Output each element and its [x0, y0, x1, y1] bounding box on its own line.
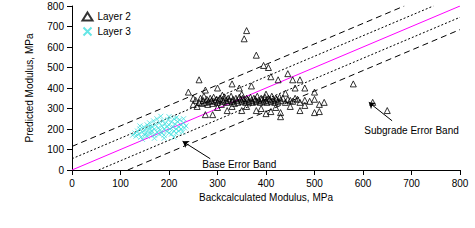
svg-text:700: 700 [403, 178, 420, 189]
svg-text:200: 200 [161, 178, 178, 189]
svg-text:300: 300 [209, 178, 226, 189]
svg-text:Base Error Band: Base Error Band [202, 159, 276, 170]
svg-text:Layer 3: Layer 3 [98, 26, 132, 37]
svg-text:800: 800 [47, 1, 64, 12]
svg-text:Layer 2: Layer 2 [98, 11, 132, 22]
svg-text:600: 600 [47, 42, 64, 53]
svg-text:Backcalculated Modulus, MPa: Backcalculated Modulus, MPa [199, 192, 333, 203]
svg-text:500: 500 [306, 178, 323, 189]
svg-text:Predicted Modulus, MPa: Predicted Modulus, MPa [24, 33, 35, 142]
svg-text:400: 400 [258, 178, 275, 189]
svg-text:0: 0 [58, 165, 64, 176]
svg-text:400: 400 [47, 83, 64, 94]
svg-text:0: 0 [69, 178, 75, 189]
svg-text:700: 700 [47, 21, 64, 32]
svg-text:100: 100 [112, 178, 129, 189]
svg-text:300: 300 [47, 103, 64, 114]
svg-text:500: 500 [47, 62, 64, 73]
svg-text:800: 800 [452, 178, 469, 189]
svg-text:600: 600 [355, 178, 372, 189]
svg-text:200: 200 [47, 124, 64, 135]
svg-text:100: 100 [47, 144, 64, 155]
svg-text:Subgrade Error Band: Subgrade Error Band [364, 125, 459, 136]
